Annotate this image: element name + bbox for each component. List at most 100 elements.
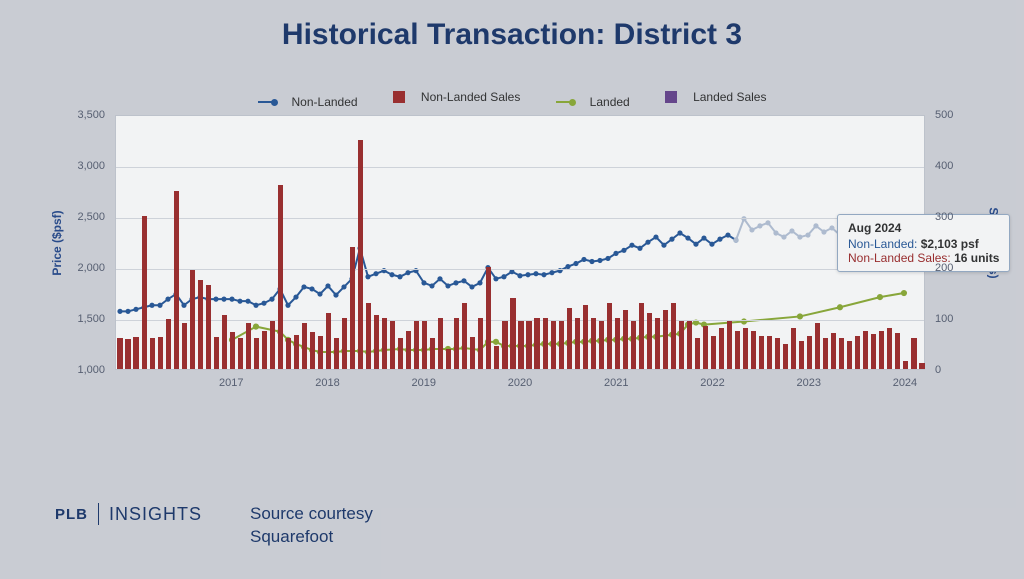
bar-nonlanded-sales [510,298,515,369]
bar-nonlanded-sales [615,318,620,369]
bar-nonlanded-sales [767,336,772,369]
bar-nonlanded-sales [863,331,868,369]
y2-tick: 400 [935,160,975,172]
bar-nonlanded-sales [438,318,443,369]
tooltip-value: $2,103 psf [921,237,979,251]
source-line: Source courtesy [250,503,373,526]
bar-nonlanded-sales [735,331,740,369]
legend-label: Non-Landed [292,95,358,109]
bar-nonlanded-sales [759,336,764,369]
x-tick: 2024 [893,377,917,389]
bar-nonlanded-sales [422,321,427,369]
bar-nonlanded-sales [727,321,732,369]
bar-nonlanded-sales [230,332,235,369]
x-tick: 2022 [700,377,724,389]
tooltip: Aug 2024 Non-Landed: $2,103 psf Non-Land… [837,214,1010,272]
legend-landed-sales: Landed Sales [657,90,774,104]
bar-nonlanded-sales [182,323,187,369]
bar-nonlanded-sales [494,346,499,369]
bar-nonlanded-sales [398,338,403,369]
bar-nonlanded-sales [246,323,251,369]
bar-nonlanded-sales [743,328,748,369]
bar-nonlanded-sales [871,334,876,369]
y1-tick: 2,500 [65,211,105,223]
bar-nonlanded-sales [166,319,171,369]
bar-nonlanded-sales [599,321,604,369]
y1-tick: 3,000 [65,160,105,172]
bar-nonlanded-sales [406,331,411,369]
bar-nonlanded-sales [647,313,652,369]
bar-nonlanded-sales [671,303,676,369]
bar-nonlanded-sales [583,305,588,369]
bar-nonlanded-sales [454,318,459,369]
brand-insights: INSIGHTS [109,504,202,525]
bar-nonlanded-sales [374,315,379,369]
bar-nonlanded-sales [607,303,612,369]
x-tick: 2017 [219,377,243,389]
y2-tick: 100 [935,313,975,325]
bar-nonlanded-sales [551,321,556,369]
bar-nonlanded-sales [559,321,564,369]
bar-nonlanded-sales [286,338,291,369]
bar-nonlanded-sales [310,332,315,369]
bar-nonlanded-sales [470,337,475,369]
bar-nonlanded-sales [478,318,483,369]
bar-nonlanded-sales [631,321,636,369]
bar-nonlanded-sales [238,338,243,369]
bar-nonlanded-sales [823,338,828,369]
legend-nonlanded: Non-Landed [250,95,366,109]
source-line: Squarefoot [250,526,373,549]
bar-nonlanded-sales [543,318,548,369]
bar-nonlanded-sales [326,313,331,369]
bar-nonlanded-sales [623,310,628,369]
brand-logo: PLB INSIGHTS [55,503,202,525]
bar-nonlanded-sales [198,280,203,369]
bar-nonlanded-sales [174,191,179,370]
brand-plb: PLB [55,506,88,523]
bar-nonlanded-sales [214,337,219,369]
bar-nonlanded-sales [158,337,163,369]
bar-nonlanded-sales [879,331,884,369]
legend-label: Non-Landed Sales [421,90,520,104]
bar-nonlanded-sales [382,318,387,369]
bar-nonlanded-sales [783,344,788,370]
tooltip-label: Non-Landed: [848,237,917,251]
y2-tick: 300 [935,211,975,223]
bar-nonlanded-sales [791,328,796,369]
bar-nonlanded-sales [887,328,892,369]
footer: PLB INSIGHTS Source courtesy Squarefoot [55,503,373,549]
bar-nonlanded-sales [254,338,259,369]
x-tick: 2023 [796,377,820,389]
y1-tick: 2,000 [65,262,105,274]
bar-nonlanded-sales [366,303,371,369]
bar-nonlanded-sales [150,338,155,369]
bar-nonlanded-sales [446,349,451,369]
bar-nonlanded-sales [567,308,572,369]
bar-nonlanded-sales [663,310,668,369]
bar-nonlanded-sales [919,363,924,369]
x-tick: 2021 [604,377,628,389]
bar-nonlanded-sales [703,326,708,369]
y1-axis-title: Price ($psf) [50,210,64,275]
bar-nonlanded-sales [639,303,644,369]
bar-nonlanded-sales [534,318,539,369]
tooltip-month: Aug 2024 [848,221,999,235]
bar-nonlanded-sales [117,338,122,369]
tooltip-line2: Non-Landed Sales: 16 units [848,251,999,265]
legend-landed: Landed [548,95,638,109]
source-credit: Source courtesy Squarefoot [250,503,373,549]
bar-nonlanded-sales [831,333,836,369]
bar-nonlanded-sales [911,338,916,369]
bar-nonlanded-sales [270,321,275,369]
bar-nonlanded-sales [206,285,211,369]
y1-tick: 3,500 [65,109,105,121]
x-tick: 2020 [508,377,532,389]
bar-nonlanded-sales [575,318,580,369]
bar-nonlanded-sales [502,321,507,369]
bar-nonlanded-sales [895,333,900,369]
bar-nonlanded-sales [719,328,724,369]
bar-nonlanded-sales [847,341,852,369]
bar-nonlanded-sales [350,247,355,369]
bar-nonlanded-sales [775,338,780,369]
bar-nonlanded-sales [799,341,804,369]
